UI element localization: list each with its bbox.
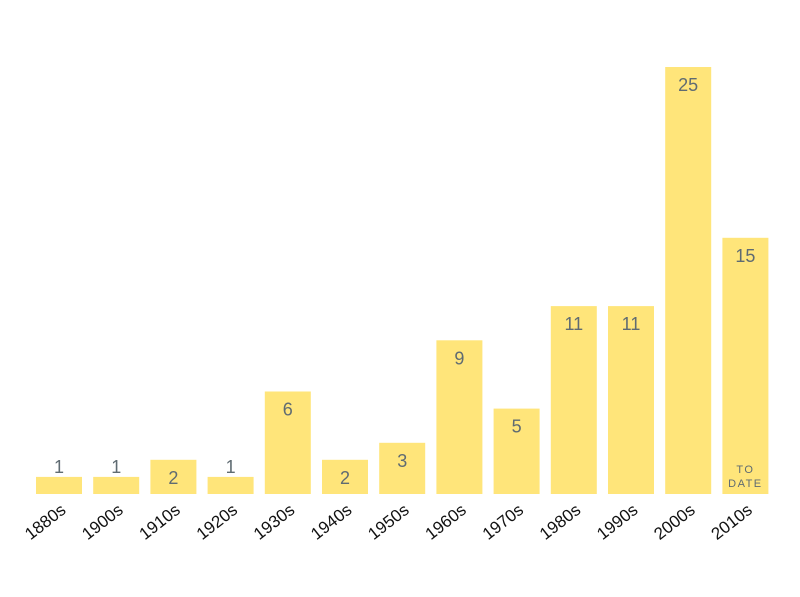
value-label-1990s: 11 — [622, 314, 641, 334]
bar-2000s — [665, 67, 712, 494]
annotation-2010s-line-1: DATE — [728, 478, 763, 490]
x-tick-label-1940s: 1940s — [307, 500, 355, 543]
x-tick-label-1960s: 1960s — [422, 500, 470, 543]
value-label-1920s: 1 — [226, 457, 236, 477]
bar-2010s — [722, 237, 769, 495]
bar-1970s — [493, 408, 540, 494]
bar-1990s — [608, 306, 654, 494]
x-tick-label-2010s: 2010s — [708, 500, 756, 543]
x-tick-label-1990s: 1990s — [593, 500, 641, 543]
x-tick-label-2000s: 2000s — [650, 500, 698, 543]
value-label-1900s: 1 — [111, 457, 121, 477]
bar-1880s — [36, 476, 82, 494]
bar-1960s — [436, 340, 483, 494]
bar-1910s — [150, 459, 197, 494]
annotations-group: TO DATE — [728, 464, 763, 490]
bar-1940s — [322, 459, 368, 494]
x-tick-label-1910s: 1910s — [136, 500, 184, 543]
value-label-1880s: 1 — [54, 457, 64, 477]
value-label-2000s: 25 — [678, 75, 698, 95]
x-axis: 1880s 1900s 1910s 1920s 1930s 1940s 1950s 1960s… — [21, 500, 756, 543]
value-label-1970s: 5 — [512, 417, 522, 437]
value-label-2010s: 15 — [735, 246, 755, 266]
x-tick-label-1930s: 1930s — [250, 500, 298, 543]
bar-1900s — [93, 476, 140, 494]
value-label-1980s: 11 — [564, 314, 583, 334]
x-tick-label-1900s: 1900s — [78, 500, 126, 543]
x-tick-label-1950s: 1950s — [364, 500, 412, 543]
x-tick-label-1880s: 1880s — [21, 500, 69, 543]
value-label-1930s: 6 — [283, 400, 293, 420]
value-label-1960s: 9 — [454, 348, 464, 368]
value-label-1950s: 3 — [397, 451, 407, 471]
x-tick-label-1920s: 1920s — [193, 500, 241, 543]
value-label-1910s: 2 — [168, 468, 178, 488]
x-tick-label-1970s: 1970s — [479, 500, 527, 543]
bar-1950s — [379, 442, 426, 494]
bars-group — [36, 67, 769, 495]
bar-1980s — [550, 306, 597, 494]
bar-1930s — [264, 391, 311, 494]
x-tick-label-1980s: 1980s — [536, 500, 584, 543]
value-label-1940s: 2 — [340, 468, 350, 488]
bar-1920s — [207, 476, 254, 494]
annotation-2010s-line-0: TO — [736, 464, 754, 476]
